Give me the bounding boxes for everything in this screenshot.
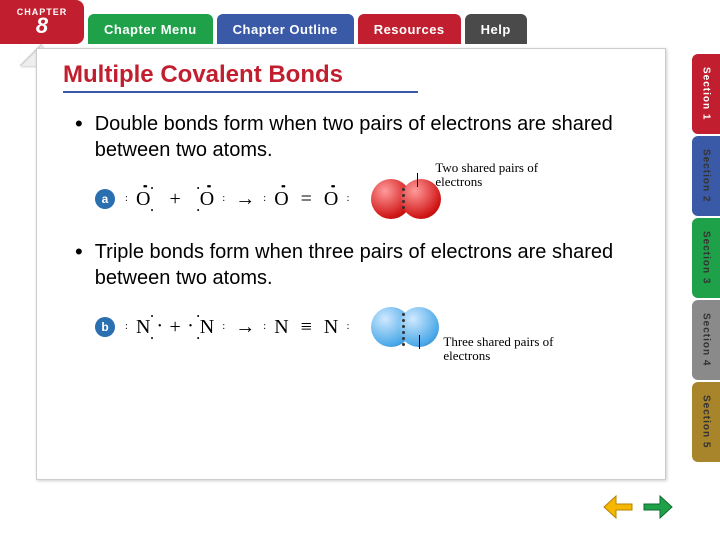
prev-arrow-icon[interactable]: [602, 492, 636, 522]
tab-chapter-menu[interactable]: Chapter Menu: [88, 14, 213, 44]
lewis-b-result: :N ≡ N:: [271, 316, 343, 339]
next-arrow-icon[interactable]: [640, 492, 674, 522]
top-nav: CHAPTER 8 Chapter Menu Chapter Outline R…: [0, 0, 720, 44]
bullet-dot: •: [75, 111, 83, 137]
lewis-a-right: ••••O:: [197, 188, 219, 211]
arrow-a: →: [227, 188, 263, 211]
bullet-1-text: Double bonds form when two pairs of elec…: [95, 111, 637, 163]
chapter-badge: CHAPTER 8: [0, 0, 84, 44]
chapter-number: 8: [36, 15, 48, 37]
badge-b: b: [95, 317, 115, 337]
lead-line-a: [417, 173, 418, 187]
bullet-1: • Double bonds form when two pairs of el…: [75, 111, 637, 163]
callout-b: Three shared pairs of electrons: [443, 335, 563, 364]
badge-a: a: [95, 189, 115, 209]
section-tabs: Section 1 Section 2 Section 3 Section 4 …: [692, 54, 720, 462]
lewis-a-result: :••O = ••O:: [271, 188, 343, 211]
tab-resources[interactable]: Resources: [358, 14, 461, 44]
tab-help[interactable]: Help: [465, 14, 527, 44]
bullet-dot: •: [75, 239, 83, 265]
slide: CHAPTER 8 Chapter Menu Chapter Outline R…: [0, 0, 720, 540]
callout-a: Two shared pairs of electrons: [435, 161, 555, 190]
nav-arrows: [602, 492, 674, 522]
lewis-b-left: :N•••: [133, 316, 155, 339]
bullet-2-text: Triple bonds form when three pairs of el…: [95, 239, 637, 291]
content-panel: Multiple Covalent Bonds • Double bonds f…: [36, 48, 666, 480]
plus-a: +: [163, 188, 188, 211]
diagram-b: b :N••• + •••N: → :N ≡ N: Three: [95, 305, 647, 349]
tab-section-4[interactable]: Section 4: [692, 300, 720, 380]
lewis-a-left: :••O••: [133, 188, 155, 211]
arrow-b: →: [227, 316, 263, 339]
shared-dots-a: [402, 188, 405, 209]
atom-figure-b: Three shared pairs of electrons: [371, 305, 441, 349]
atom-figure-a: Two shared pairs of electrons: [371, 177, 441, 221]
plus-b: +: [163, 316, 188, 339]
shared-dots-b: [402, 313, 405, 346]
tab-section-2[interactable]: Section 2: [692, 136, 720, 216]
tab-section-3[interactable]: Section 3: [692, 218, 720, 298]
page-title: Multiple Covalent Bonds: [63, 61, 418, 93]
lead-line-b: [419, 335, 420, 349]
tab-section-1[interactable]: Section 1: [692, 54, 720, 134]
diagram-a: a :••O•• + ••••O: → :••O = ••O:: [95, 177, 647, 221]
tab-section-5[interactable]: Section 5: [692, 382, 720, 462]
tab-chapter-outline[interactable]: Chapter Outline: [217, 14, 354, 44]
bullet-2: • Triple bonds form when three pairs of …: [75, 239, 637, 291]
lewis-b-right: •••N:: [197, 316, 219, 339]
